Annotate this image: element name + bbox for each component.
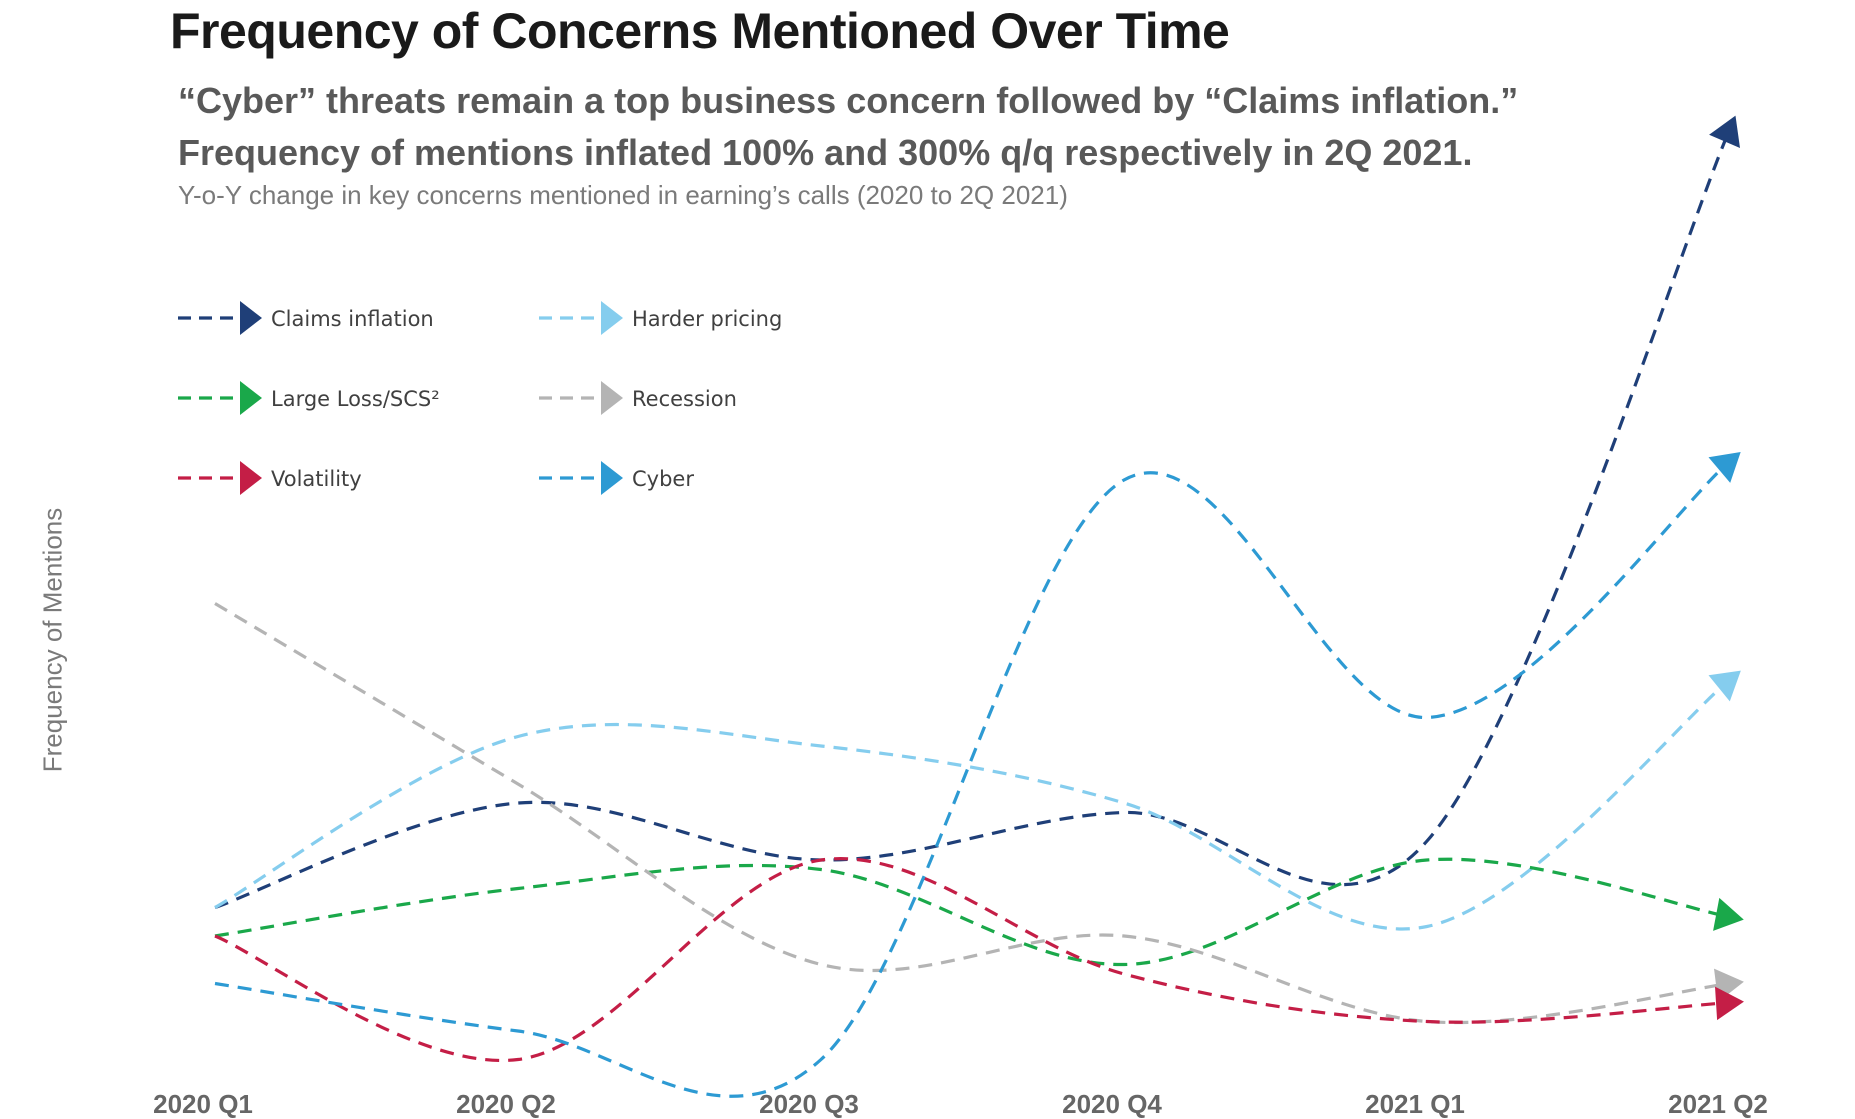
legend-label: Volatility: [271, 467, 362, 491]
series-layer: [214, 115, 1744, 1098]
chart-note: Y-o-Y change in key concerns mentioned i…: [178, 180, 1068, 210]
x-tick-label: 2020 Q1: [153, 1089, 253, 1119]
series-claims-inflation: [214, 115, 1740, 910]
legend-label: Recession: [632, 387, 737, 411]
series-line-volatility: [214, 857, 1731, 1063]
legend-swatch-arrow: [601, 301, 623, 335]
series-cyber: [214, 451, 1741, 1098]
series-volatility: [214, 857, 1744, 1063]
series-line-recession: [214, 602, 1731, 1025]
series-line-cyber: [214, 459, 1732, 1098]
legend: Claims inflation Large Loss/SCS² Volatilit…: [178, 301, 782, 495]
series-arrowhead-cyber: [1708, 451, 1741, 483]
legend-label: Large Loss/SCS²: [271, 387, 440, 411]
series-arrowhead-claims-inflation: [1709, 115, 1740, 148]
x-tick-label: 2020 Q3: [759, 1089, 859, 1119]
x-axis-ticks: 2020 Q1 2020 Q2 2020 Q3 2020 Q4 2021 Q1 2021 …: [153, 1089, 1768, 1119]
chart-title: Frequency of Concerns Mentioned Over Tim…: [170, 3, 1230, 59]
x-tick-label: 2021 Q2: [1668, 1089, 1768, 1119]
subtitle-line-1: “Cyber” threats remain a top business co…: [178, 80, 1519, 121]
legend-item-harder-pricing: Harder pricing: [539, 301, 782, 335]
legend-swatch-arrow: [240, 461, 262, 495]
x-tick-label: 2020 Q2: [456, 1089, 556, 1119]
legend-swatch-arrow: [240, 301, 262, 335]
legend-item-recession: Recession: [539, 381, 737, 415]
legend-label: Cyber: [632, 467, 694, 491]
series-line-large-loss-scs: [214, 857, 1731, 967]
x-tick-label: 2020 Q4: [1062, 1089, 1162, 1119]
series-arrowhead-large-loss-scs: [1713, 897, 1744, 931]
legend-swatch-arrow: [601, 461, 623, 495]
legend-item-cyber: Cyber: [539, 461, 694, 495]
subtitle-line-2: Frequency of mentions inflated 100% and …: [178, 132, 1473, 173]
series-line-claims-inflation: [214, 127, 1732, 910]
series-harder-pricing: [214, 670, 1741, 931]
legend-label: Claims inflation: [271, 307, 434, 331]
series-arrowhead-volatility: [1715, 986, 1744, 1021]
legend-item-claims-inflation: Claims inflation: [178, 301, 434, 335]
legend-label: Harder pricing: [632, 307, 782, 331]
legend-swatch-arrow: [601, 381, 623, 415]
series-line-harder-pricing: [214, 678, 1732, 931]
legend-item-large-loss-scs: Large Loss/SCS²: [178, 381, 440, 415]
series-recession: [214, 602, 1744, 1025]
x-tick-label: 2021 Q1: [1365, 1089, 1465, 1119]
legend-swatch-arrow: [240, 381, 262, 415]
series-large-loss-scs: [214, 857, 1744, 967]
legend-item-volatility: Volatility: [178, 461, 362, 495]
series-arrowhead-harder-pricing: [1708, 670, 1741, 702]
